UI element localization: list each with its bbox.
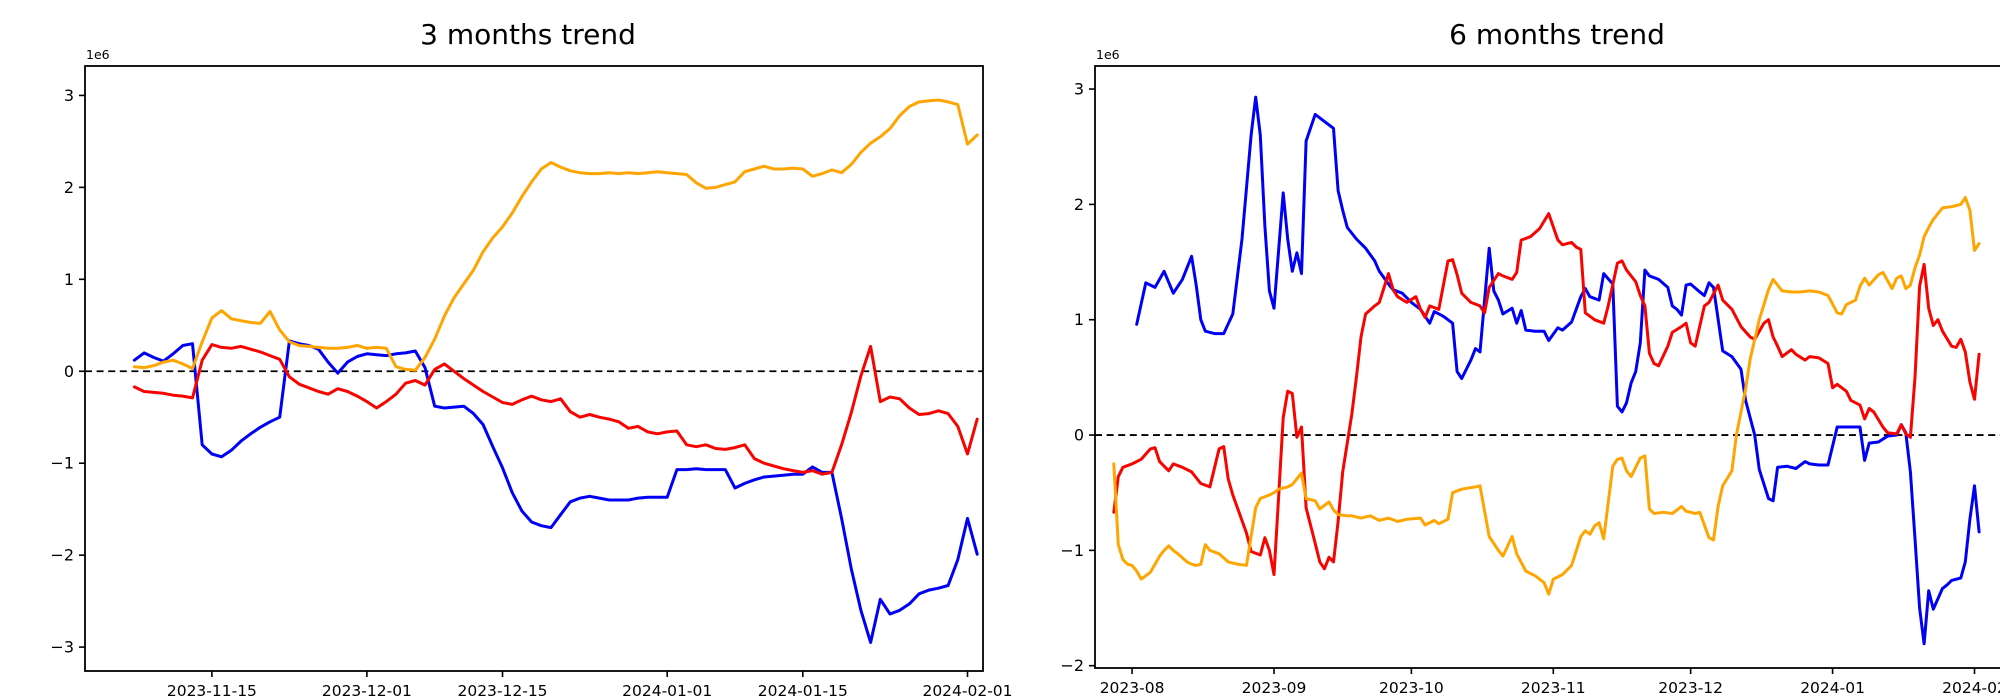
y-tick-label: −2 <box>1060 656 1084 675</box>
x-tick-label: 2023-12 <box>1658 679 1723 697</box>
y-tick-label: −1 <box>1060 541 1084 560</box>
y-tick-label: 2 <box>64 178 74 197</box>
y-tick-label: −1 <box>50 454 74 473</box>
y-tick-label: 1 <box>64 270 74 289</box>
axes-spines <box>1094 65 2000 669</box>
axes-spines <box>84 65 984 672</box>
y-tick-label: 2 <box>1074 195 1084 214</box>
chart-6-months: 6 months trend 3 2 1 0 −1 −2 2023-08 2023-09 202… <box>1040 16 2000 700</box>
y-tick-label: 3 <box>64 86 74 105</box>
plot-area-6-months: 3 2 1 0 −1 −2 2023-08 2023-09 2023-10 2023-11 2023… <box>1060 47 2000 697</box>
x-tick-label: 2023-09 <box>1242 679 1307 697</box>
y-tick-label: 0 <box>1074 426 1084 445</box>
y-axis-offset-label: 1e6 <box>86 47 110 62</box>
y-tick-label: 1 <box>1074 310 1084 329</box>
x-tick-label: 2023-10 <box>1379 679 1444 697</box>
chart-title: 3 months trend <box>420 18 636 51</box>
x-tick-label: 2023-11 <box>1521 679 1586 697</box>
x-tick-label: 2023-12-15 <box>457 682 547 700</box>
orange-line <box>1112 196 1981 596</box>
y-tick-label: 0 <box>64 362 74 381</box>
x-tick-label: 2023-11-15 <box>167 682 257 700</box>
y-tick-label: −3 <box>50 638 74 657</box>
chart-title: 6 months trend <box>1449 18 1665 51</box>
x-tick-label: 2024-02-01 <box>922 682 1012 700</box>
x-tick-label: 2023-12-01 <box>322 682 412 700</box>
chart-3-months: 3 months trend 3 2 1 0 −1 −2 −3 2023-11-15 2023-… <box>40 16 1040 700</box>
x-tick-label: 2024-01-01 <box>622 682 712 700</box>
orange-line <box>132 98 979 372</box>
y-tick-label: −2 <box>50 546 74 565</box>
plot-area-3-months: 3 2 1 0 −1 −2 −3 2023-11-15 2023-12-01 2023-12-15… <box>50 47 1012 700</box>
y-axis-offset-label: 1e6 <box>1096 47 1120 62</box>
red-line <box>1112 212 1981 577</box>
red-line <box>132 343 979 476</box>
blue-line <box>1135 95 1981 646</box>
x-tick-label: 2024-01-15 <box>758 682 848 700</box>
y-tick-label: 3 <box>1074 80 1084 99</box>
x-tick-label: 2024-01 <box>1800 679 1865 697</box>
x-tick-label: 2024-02 <box>1942 679 2000 697</box>
x-tick-label: 2023-08 <box>1100 679 1165 697</box>
blue-line <box>132 339 979 644</box>
